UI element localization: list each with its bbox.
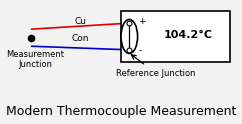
Text: Cu: Cu: [75, 16, 87, 26]
Bar: [121, 11, 230, 62]
Text: -: -: [138, 47, 142, 56]
Text: Reference Junction: Reference Junction: [116, 69, 195, 78]
Text: Modern Thermocouple Measurement: Modern Thermocouple Measurement: [6, 105, 236, 118]
Text: 104.2°C: 104.2°C: [164, 30, 213, 40]
Text: Con: Con: [72, 34, 90, 43]
Text: Measurement
Junction: Measurement Junction: [7, 50, 65, 69]
Ellipse shape: [121, 19, 138, 53]
Text: +: +: [138, 17, 146, 26]
